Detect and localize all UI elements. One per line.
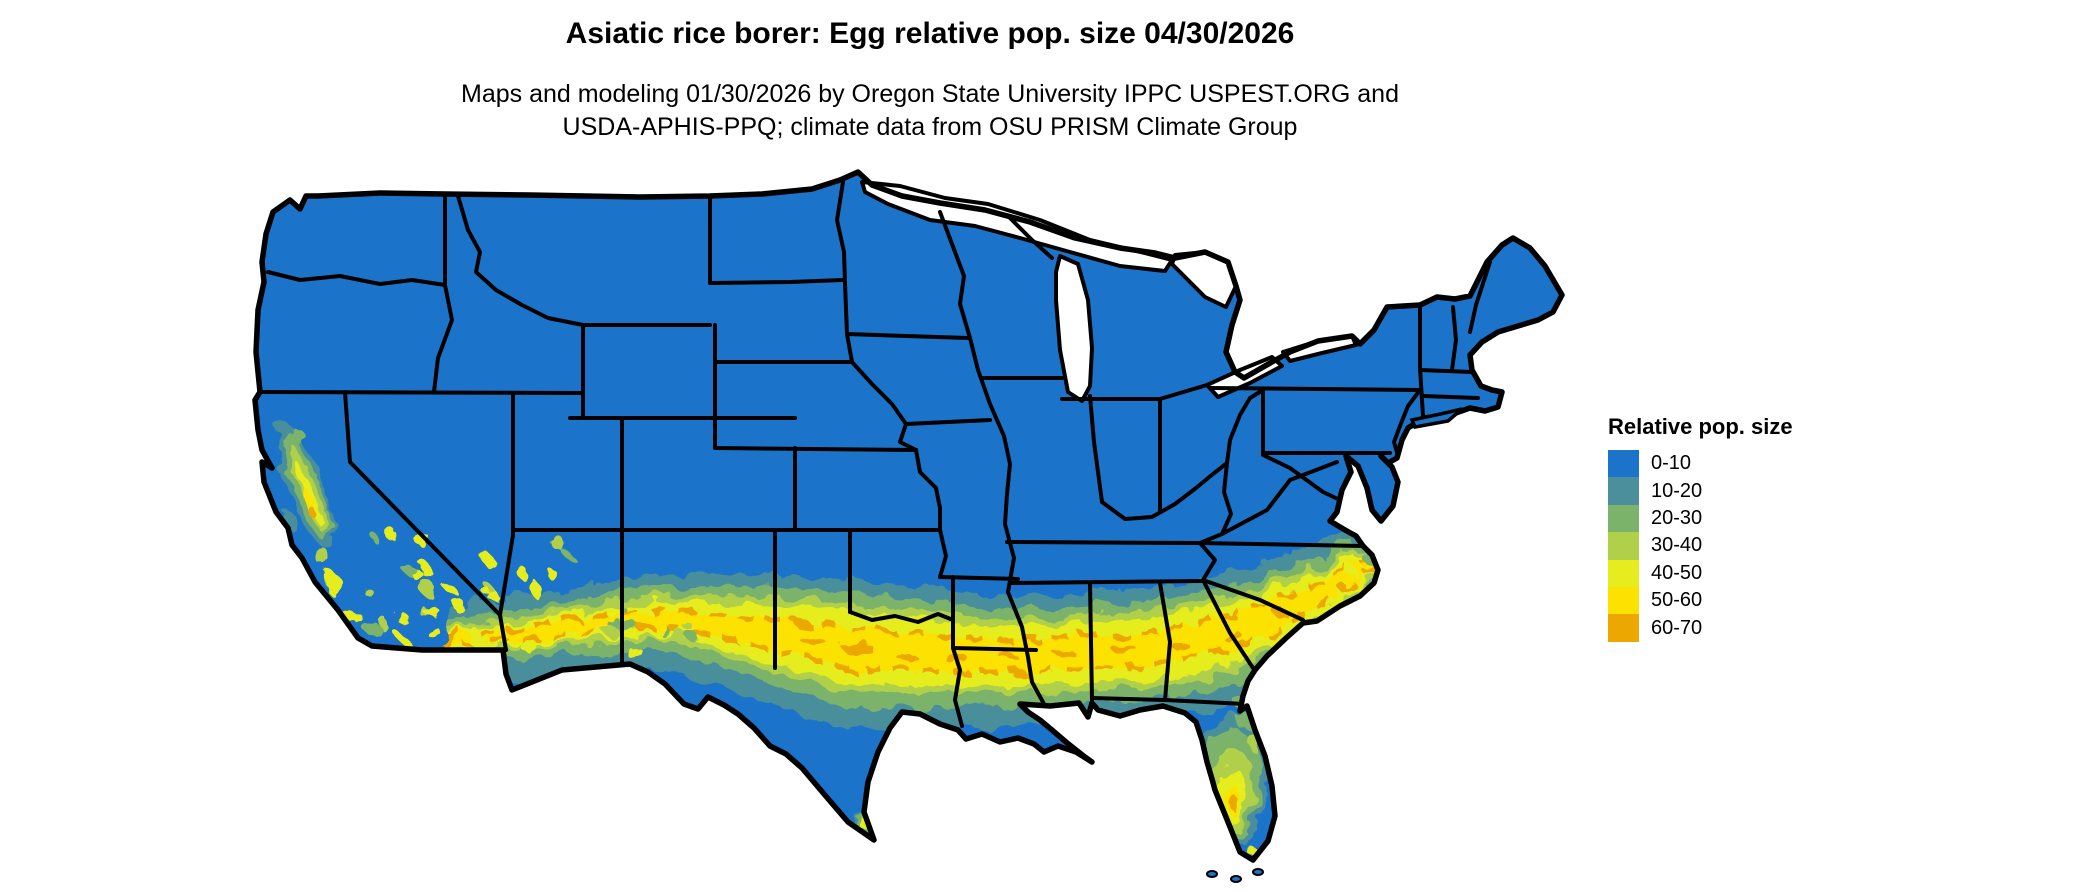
map-title: Asiatic rice borer: Egg relative pop. si… [565, 17, 1295, 50]
legend-swatch-30-40 [1608, 532, 1639, 560]
national-border [252, 169, 1565, 863]
legend-item-10-20: 10-20 [1608, 477, 1793, 505]
legend-swatch-20-30 [1608, 504, 1639, 533]
legend-swatch-40-50 [1608, 559, 1639, 587]
legend-title: Relative pop. size [1608, 414, 1793, 439]
map-subtitle: Maps and modeling 01/30/2026 by Oregon S… [0, 78, 1860, 144]
legend-swatch-10-20 [1608, 477, 1639, 505]
florida-keys-0 [1206, 870, 1218, 878]
legend-label-0-10: 0-10 [1651, 452, 1692, 475]
legend-item-30-40: 30-40 [1608, 532, 1793, 560]
us-map-container [200, 130, 1620, 892]
us-map [252, 169, 1565, 883]
legend-item-60-70: 60-70 [1608, 614, 1793, 642]
legend-label-30-40: 30-40 [1651, 534, 1703, 557]
legend-label-50-60: 50-60 [1651, 589, 1703, 612]
state-borders [258, 180, 1492, 728]
header: Asiatic rice borer: Egg relative pop. si… [0, 14, 1860, 144]
legend-item-20-30: 20-30 [1608, 504, 1793, 533]
legend-label-40-50: 40-50 [1651, 561, 1703, 584]
legend-item-0-10: 0-10 [1608, 450, 1793, 478]
map-subtitle-line2: USDA-APHIS-PPQ; climate data from OSU PR… [562, 113, 1298, 141]
legend-label-20-30: 20-30 [1651, 506, 1703, 529]
legend-label-60-70: 60-70 [1651, 616, 1703, 639]
legend: Relative pop. size 0-10 10-20 20-30 30-40 40… [1608, 414, 1793, 642]
long-island [1409, 407, 1464, 429]
legend-rows: 0-10 10-20 20-30 30-40 40-50 50-60 60-70 [1608, 450, 1793, 642]
map-subtitle-line1: Maps and modeling 01/30/2026 by Oregon S… [461, 80, 1399, 108]
legend-label-10-20: 10-20 [1651, 479, 1703, 502]
legend-swatch-0-10 [1608, 450, 1639, 478]
florida-keys-1 [1230, 875, 1242, 883]
florida-keys-2 [1252, 868, 1264, 876]
us-landmass [255, 172, 1562, 860]
legend-item-40-50: 40-50 [1608, 559, 1793, 587]
legend-item-50-60: 50-60 [1608, 586, 1793, 615]
legend-swatch-50-60 [1608, 586, 1639, 615]
legend-swatch-60-70 [1608, 614, 1639, 642]
